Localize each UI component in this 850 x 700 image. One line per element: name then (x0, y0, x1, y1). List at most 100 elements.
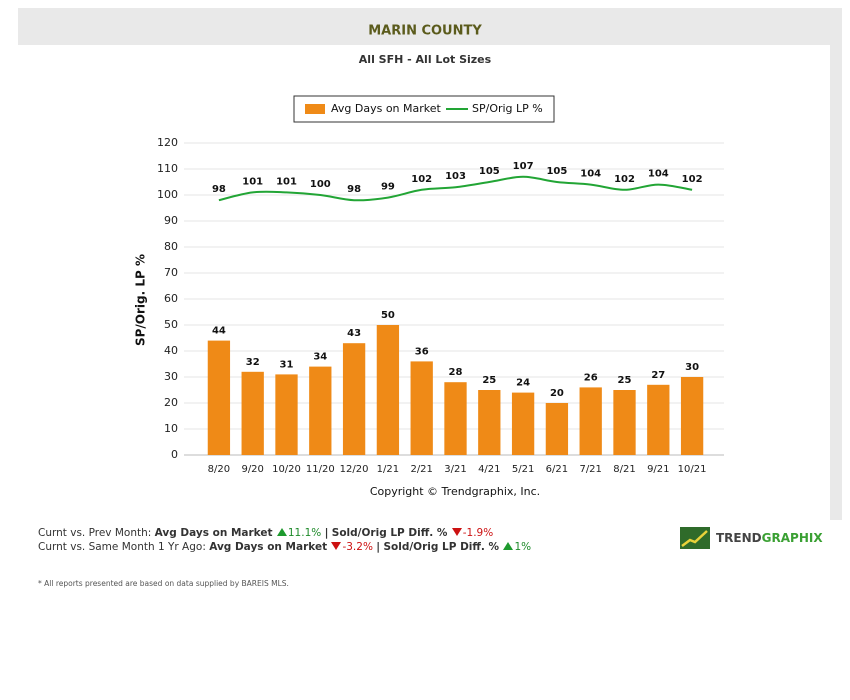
bar (444, 382, 467, 455)
x-tick-label: 6/21 (546, 464, 568, 475)
x-tick-label: 12/20 (340, 464, 369, 475)
y-tick-label: 60 (164, 292, 178, 305)
separator: | (376, 541, 381, 553)
change: 1% (514, 541, 532, 553)
bar (647, 384, 670, 455)
data-label: 100 (310, 179, 331, 190)
data-label: 104 (580, 169, 601, 180)
trend-arrow (503, 542, 514, 550)
data-label: 25 (482, 375, 496, 386)
row-label: Curnt vs. Same Month 1 Yr Ago: (38, 541, 206, 553)
bar (613, 390, 636, 455)
data-label: 28 (449, 367, 463, 378)
y-tick-label: 80 (164, 240, 178, 253)
change: 11.1% (287, 527, 322, 539)
data-label: 105 (546, 166, 567, 177)
data-label: 103 (445, 171, 466, 182)
bar (241, 371, 264, 455)
data-label: 27 (651, 370, 665, 381)
line (218, 175, 693, 202)
trend-arrow (276, 528, 287, 536)
x-tick-label: 1/21 (377, 464, 399, 475)
bar (545, 403, 569, 455)
metric: Sold/Orig LP Diff. % (331, 527, 448, 539)
logo-text: TRENDGRAPHIX (716, 531, 823, 545)
data-label: 31 (280, 359, 294, 370)
data-label: 101 (276, 176, 297, 187)
y-tick-label: 120 (157, 136, 178, 149)
data-label: 26 (584, 372, 598, 383)
x-tick-label: 7/21 (579, 464, 601, 475)
chart-title: MARIN COUNTY (368, 24, 482, 39)
bar (478, 390, 501, 455)
logo-icon (680, 527, 710, 549)
x-tick-label: 5/21 (512, 464, 534, 475)
footer-row: Curnt vs. Same Month 1 Yr Ago: Avg Days … (38, 541, 558, 554)
data-label: 25 (618, 375, 632, 386)
data-label: 98 (347, 184, 361, 195)
y-tick-label: 0 (171, 448, 178, 461)
bar (410, 361, 433, 455)
data-label: 44 (212, 326, 226, 337)
logo: TRENDGRAPHIX (680, 527, 823, 549)
x-tick-label: 8/21 (613, 464, 635, 475)
bar (680, 377, 704, 455)
logo-part: TREND (716, 531, 762, 545)
data-label: 24 (516, 378, 530, 389)
logo-part: GRAPHIX (761, 531, 823, 545)
y-tick-label: 70 (164, 266, 178, 279)
data-label: 34 (313, 352, 327, 363)
x-tick-label: 10/20 (272, 464, 301, 475)
x-tick-label: 10/21 (678, 464, 707, 475)
legend-label: SP/Orig LP % (472, 102, 543, 115)
bar (275, 374, 298, 455)
data-label: 104 (648, 169, 669, 180)
legend-swatch (305, 104, 325, 114)
data-label: 32 (246, 357, 260, 368)
y-axis-label: SP/Orig. LP % (134, 254, 148, 346)
data-label: 102 (411, 174, 432, 185)
data-label: 101 (242, 176, 263, 187)
bar (207, 340, 231, 455)
y-tick-label: 90 (164, 214, 178, 227)
bar (511, 392, 535, 455)
data-label: 98 (212, 184, 226, 195)
x-tick-label: 2/21 (410, 464, 432, 475)
trend-arrow (451, 528, 462, 536)
legend-box (293, 95, 555, 123)
x-tick-label: 9/20 (241, 464, 263, 475)
data-label: 102 (614, 174, 635, 185)
metric: Avg Days on Market (209, 541, 328, 553)
data-label: 20 (550, 388, 564, 399)
x-tick-label: 9/21 (647, 464, 669, 475)
chart-subtitle: All SFH - All Lot Sizes (359, 53, 492, 66)
footer-row: Curnt vs. Prev Month: Avg Days on Market… (38, 527, 558, 540)
x-tick-label: 3/21 (444, 464, 466, 475)
copyright: Copyright © Trendgraphix, Inc. (370, 485, 540, 498)
x-tick-label: 4/21 (478, 464, 500, 475)
data-label: 36 (415, 346, 429, 357)
y-tick-label: 10 (164, 422, 178, 435)
x-tick-label: 8/20 (208, 464, 230, 475)
separator: | (324, 527, 329, 539)
data-label: 105 (479, 166, 500, 177)
y-tick-label: 100 (157, 188, 178, 201)
data-label: 43 (347, 328, 361, 339)
row-label: Curnt vs. Prev Month: (38, 527, 152, 539)
y-tick-label: 30 (164, 370, 178, 383)
legend-label: Avg Days on Market (331, 102, 442, 115)
y-tick-label: 20 (164, 396, 178, 409)
data-label: 99 (381, 182, 395, 193)
metric: Avg Days on Market (154, 527, 273, 539)
metric: Sold/Orig LP Diff. % (383, 541, 500, 553)
bar (376, 325, 400, 455)
data-label: 107 (513, 161, 534, 172)
change: -3.2% (342, 541, 373, 553)
y-tick-label: 110 (157, 162, 178, 175)
note: * All reports presented are based on dat… (38, 579, 289, 588)
chart-panel (18, 8, 842, 520)
bar (342, 343, 366, 455)
change: -1.9% (462, 527, 494, 539)
data-label: 50 (381, 310, 395, 321)
